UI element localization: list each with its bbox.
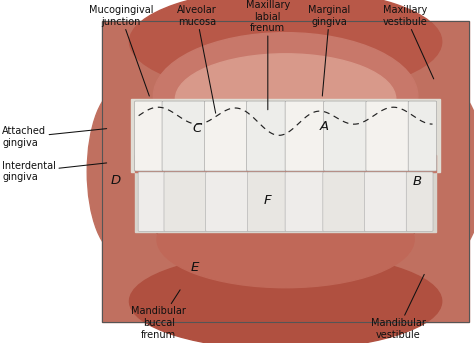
Text: D: D (111, 174, 121, 187)
FancyBboxPatch shape (135, 101, 163, 171)
Text: Marginal
gingiva: Marginal gingiva (308, 5, 351, 96)
Text: Alveolar
mucosa: Alveolar mucosa (177, 5, 217, 113)
Text: Mandibular
vestibule: Mandibular vestibule (371, 274, 426, 340)
Ellipse shape (175, 54, 396, 144)
FancyBboxPatch shape (246, 101, 286, 171)
FancyBboxPatch shape (285, 172, 324, 232)
FancyBboxPatch shape (204, 101, 247, 171)
Text: Attached
gingiva: Attached gingiva (2, 127, 107, 148)
Ellipse shape (135, 54, 436, 289)
Text: Maxillary
vestibule: Maxillary vestibule (383, 5, 434, 79)
FancyBboxPatch shape (366, 101, 409, 171)
Text: Mucogingival
junction: Mucogingival junction (89, 5, 153, 96)
FancyBboxPatch shape (406, 172, 433, 232)
FancyBboxPatch shape (365, 172, 407, 232)
FancyBboxPatch shape (138, 172, 165, 232)
FancyBboxPatch shape (285, 101, 325, 171)
Bar (102, 21, 469, 322)
Text: E: E (190, 261, 199, 274)
Text: Mandibular
buccal
frenum: Mandibular buccal frenum (131, 290, 186, 340)
Text: B: B (412, 175, 422, 188)
Text: Interdental
gingiva: Interdental gingiva (2, 161, 107, 182)
Bar (131, 99, 440, 172)
Bar (102, 21, 469, 322)
Text: A: A (320, 120, 329, 133)
Ellipse shape (418, 88, 474, 255)
FancyBboxPatch shape (247, 172, 286, 232)
Ellipse shape (157, 191, 414, 288)
FancyBboxPatch shape (323, 172, 365, 232)
FancyBboxPatch shape (206, 172, 248, 232)
Ellipse shape (154, 33, 418, 159)
FancyBboxPatch shape (162, 101, 205, 171)
Bar (135, 155, 436, 172)
Text: C: C (192, 122, 201, 135)
Ellipse shape (129, 253, 442, 343)
FancyBboxPatch shape (164, 172, 207, 232)
Ellipse shape (87, 88, 153, 255)
FancyBboxPatch shape (408, 101, 437, 171)
Ellipse shape (129, 0, 442, 95)
Text: Maxillary
labial
frenum: Maxillary labial frenum (246, 0, 290, 110)
Bar (135, 172, 436, 232)
FancyBboxPatch shape (324, 101, 367, 171)
Text: F: F (264, 194, 272, 207)
